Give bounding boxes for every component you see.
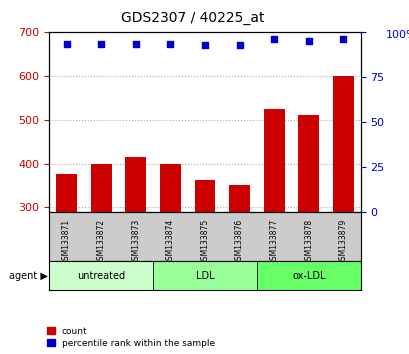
Text: GSM133875: GSM133875: [200, 219, 209, 266]
Text: GSM133873: GSM133873: [131, 219, 140, 266]
Text: GSM133877: GSM133877: [269, 219, 278, 266]
Point: [201, 42, 208, 48]
Text: GSM133874: GSM133874: [166, 219, 175, 266]
Y-axis label: 100%: 100%: [384, 30, 409, 40]
Text: GSM133878: GSM133878: [303, 219, 312, 265]
Point: [305, 38, 311, 44]
FancyBboxPatch shape: [256, 261, 360, 290]
Point: [270, 36, 277, 42]
Bar: [56, 175, 77, 212]
Point: [132, 41, 139, 46]
Point: [236, 42, 242, 48]
FancyBboxPatch shape: [153, 261, 256, 290]
Text: GDS2307 / 40225_at: GDS2307 / 40225_at: [121, 11, 264, 25]
Text: GSM133876: GSM133876: [234, 219, 243, 266]
Bar: [263, 109, 284, 212]
Bar: [229, 185, 249, 212]
Bar: [194, 180, 215, 212]
Text: agent ▶: agent ▶: [9, 270, 47, 281]
Text: ox-LDL: ox-LDL: [291, 270, 325, 281]
Point: [98, 41, 104, 46]
Bar: [298, 115, 319, 212]
Legend: count, percentile rank within the sample: count, percentile rank within the sample: [45, 325, 216, 349]
Text: untreated: untreated: [77, 270, 125, 281]
Text: GSM133872: GSM133872: [97, 219, 106, 265]
Bar: [125, 157, 146, 212]
Text: GSM133871: GSM133871: [62, 219, 71, 265]
Point: [63, 42, 70, 47]
Bar: [332, 76, 353, 212]
Text: LDL: LDL: [195, 270, 214, 281]
Bar: [160, 164, 180, 212]
Bar: [90, 164, 111, 212]
Point: [167, 41, 173, 46]
Point: [339, 36, 346, 42]
FancyBboxPatch shape: [49, 261, 153, 290]
Text: GSM133879: GSM133879: [338, 219, 347, 266]
